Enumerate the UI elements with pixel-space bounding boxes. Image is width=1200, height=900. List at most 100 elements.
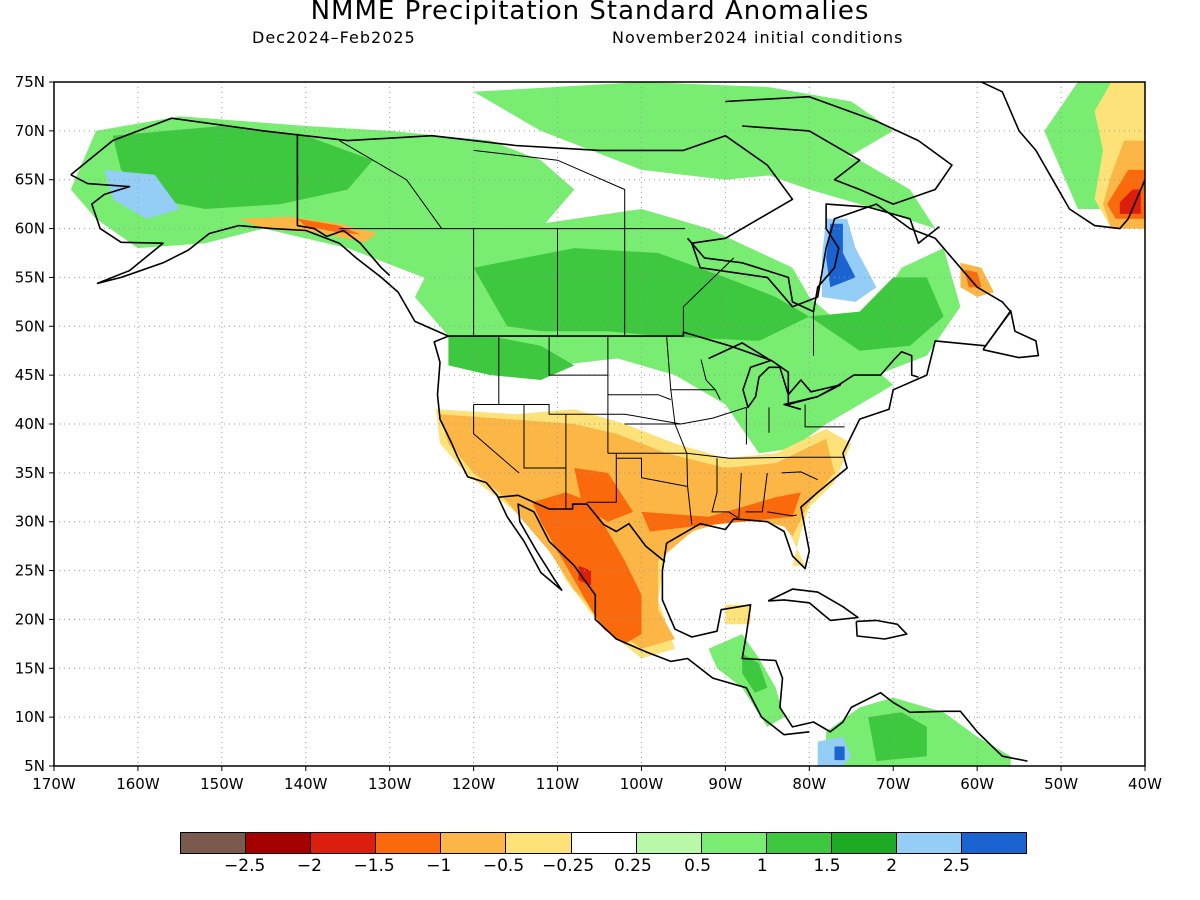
lon-tick-label: 70W [876,775,910,793]
legend-swatch [766,832,832,854]
legend-tick-label: −2.5 [224,856,266,876]
legend-swatch [831,832,898,854]
colombia-dark-blue [834,746,845,761]
southwest-dry-core [574,468,634,522]
map-title: NMME Precipitation Standard Anomalies [310,0,870,26]
lat-tick-label: 10N [15,708,45,726]
latitude-axis: 75N 70N 65N 60N 55N 50N 45N 40N 35N 30N 25N 20N 15N 1… [15,73,54,775]
province-boundary [339,140,443,229]
state-boundary [745,472,768,513]
greenland-coast [893,82,1145,230]
lon-tick-label: 150W [200,775,244,793]
legend-tick-label: −1 [426,856,452,876]
state-boundary [607,394,671,401]
state-boundary [666,336,693,525]
lat-tick-label: 35N [15,464,45,482]
lon-tick-label: 110W [536,775,580,793]
legend-swatch [376,832,442,854]
legend-tick-label: 0.5 [684,856,712,876]
legend-swatch [246,832,312,854]
state-boundary [781,471,818,481]
mexico-dry-core [532,492,642,644]
lon-tick-label: 120W [452,775,496,793]
newfoundland-outline [982,309,1040,359]
lon-tick-label: 50W [1044,775,1078,793]
color-scale-legend [180,832,1028,854]
lon-tick-label: 170W [32,775,76,793]
lat-tick-label: 65N [15,171,45,189]
legend-tick-label: −0.5 [482,856,525,876]
lon-tick-label: 60W [960,775,994,793]
north-america-coastline [70,117,1028,762]
legend-swatch [701,832,767,854]
province-boundary [682,257,735,337]
legend-swatch [311,832,377,854]
central-america-wet [708,634,785,727]
legend-swatch [571,832,637,854]
legend-tick-label: −2 [296,856,322,876]
cuba-outline [767,588,859,622]
northern-canada-wet [599,121,936,229]
lat-tick-label: 20N [15,610,45,628]
lat-tick-label: 75N [15,73,45,91]
lon-tick-label: 40W [1128,775,1162,793]
lat-tick-label: 30N [15,513,45,531]
legend-swatch [180,832,247,854]
lat-tick-label: 70N [15,122,45,140]
lon-tick-label: 100W [620,775,664,793]
state-boundary [711,458,739,519]
lat-tick-label: 25N [15,562,45,580]
alaska-wet-core [112,126,373,209]
coastline-layer [70,82,1145,762]
legend-tick-label: 1.5 [813,856,841,876]
us-south-dry-area [440,414,835,649]
legend-swatch [897,832,963,854]
anomaly-map: 170W 160W 150W 140W 130W 120W 110W 100W 90W 80W 70… [15,73,1162,793]
lon-tick-label: 160W [116,775,160,793]
color-scale-labels: −2.5 −2 −1.5 −1 −0.5 −0.25 0.25 0.5 1 1.5 2 2.5 [180,856,1022,880]
lat-tick-label: 5N [24,757,45,775]
legend-swatch [636,832,702,854]
lat-tick-label: 55N [15,268,45,286]
forecast-period: Dec2024–Feb2025 [252,28,416,47]
state-boundary [738,472,742,518]
legend-tick-label: −0.25 [542,856,595,876]
hispaniola-outline [855,619,908,640]
quebec-wet-core [809,277,944,351]
state-boundary [804,404,845,428]
legend-tick-label: −1.5 [353,856,395,876]
pacific-coastline [70,174,810,736]
state-boundary [616,457,688,487]
lon-tick-label: 80W [792,775,826,793]
province-boundary [473,149,626,229]
legend-swatch [962,832,1028,854]
greenland-red-core [1119,189,1141,214]
alaska-south-dry [238,216,378,243]
lat-tick-label: 40N [15,415,45,433]
lat-tick-label: 15N [15,659,45,677]
state-boundary [523,404,566,469]
pacific-nw-wet-core [448,336,575,380]
hudson-bay-shore [686,203,940,313]
legend-tick-label: 2.5 [942,856,970,876]
lon-tick-label: 130W [368,775,412,793]
gulf-coast-dry-core [641,492,801,532]
baffin-island-coast [725,95,953,205]
legend-tick-label: 0.25 [613,856,652,876]
legend-swatch [441,832,507,854]
longitude-axis: 170W 160W 150W 140W 130W 120W 110W 100W 90W 80W 70… [32,766,1162,793]
legend-swatch [506,832,572,854]
legend-tick-label: 1 [756,856,768,876]
lat-tick-label: 45N [15,366,45,384]
legend-tick-label: 2 [886,856,898,876]
alaska-canada-border [296,133,391,277]
midwest-wet-area [448,331,894,454]
state-boundary [473,404,747,425]
mexico-red-spot [578,565,592,586]
state-boundary [586,453,617,503]
us-mexico-border [497,494,666,563]
lon-tick-label: 90W [708,775,742,793]
state-boundary [607,452,845,459]
state-boundary [473,404,520,474]
alaska-blue-spot [104,169,180,219]
